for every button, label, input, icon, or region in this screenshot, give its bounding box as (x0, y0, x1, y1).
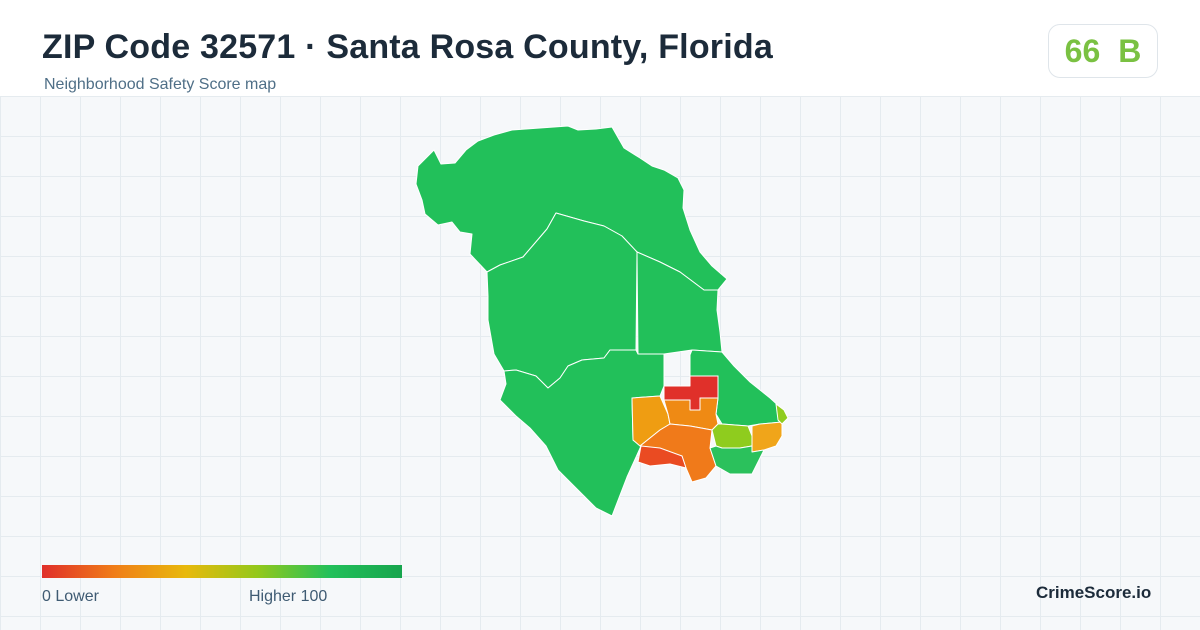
region-lime-edge (775, 403, 789, 425)
region-green-southeast (709, 445, 765, 475)
region-red-south (637, 445, 687, 469)
region-orange-far-east (751, 421, 783, 453)
legend-max-label: Higher 100 (249, 588, 328, 605)
legend-gradient-bar (42, 565, 402, 578)
legend-min-label: 0 Lower (42, 588, 99, 605)
page-subtitle: Neighborhood Safety Score map (44, 76, 277, 93)
score-grade: B (1118, 32, 1142, 69)
header: ZIP Code 32571 · Santa Rosa County, Flor… (0, 0, 1200, 96)
page-title: ZIP Code 32571 · Santa Rosa County, Flor… (42, 28, 773, 66)
score-value: 66 (1064, 32, 1101, 69)
region-lime-east (711, 423, 753, 449)
brand-logo-text: CrimeScore.io (1036, 583, 1152, 602)
safety-score-badge: 66 B (1048, 24, 1158, 78)
